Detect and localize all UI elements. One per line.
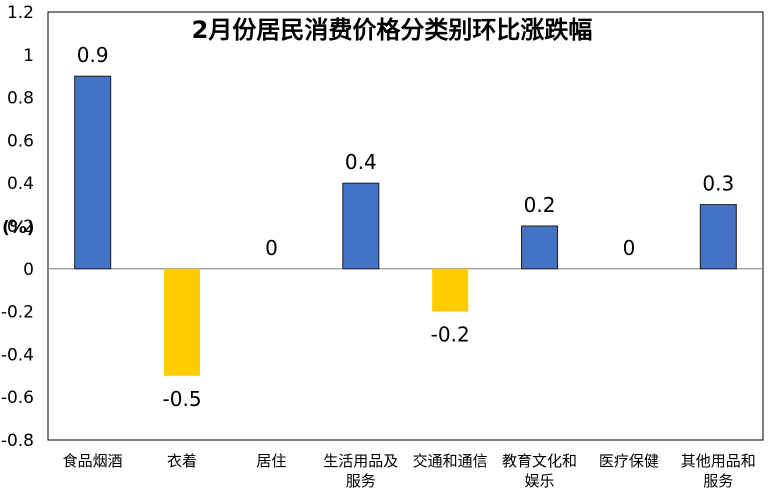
y-tick-label: -0.4 [1,345,34,365]
bar [699,204,737,270]
y-tick-label: 1 [23,46,34,66]
bar [74,75,112,270]
bar [521,225,559,270]
x-category-label: 食品烟酒 [63,452,123,470]
y-tick-label: -0.6 [1,388,34,408]
x-category-label: 医疗保健 [599,452,659,470]
y-tick-label: -0.2 [1,303,34,323]
y-tick-label: 1.2 [7,3,34,23]
bars [74,75,737,376]
data-label: 0.9 [77,43,109,67]
x-category-label: 居住 [256,452,286,470]
x-category-label: 交通和通信 [413,452,488,470]
chart-title: 2月份居民消费价格分类别环比涨跌幅 [192,16,593,44]
data-label: -0.5 [163,387,202,411]
y-tick-label: 0.8 [7,89,34,109]
data-labels: 0.9 -0.5 0 0.4 -0.2 0.2 0 0.3 [77,43,734,411]
x-category-label: 其他用品和 [681,452,756,470]
y-tick-label: 0 [23,260,34,280]
y-tick-labels: 1.2 1 0.8 0.6 0.4 0.2 0 -0.2 -0.4 -0.6 -0.8 [1,3,34,451]
data-label: 0 [265,236,278,260]
data-label: 0.3 [702,172,734,196]
plot-area [47,11,764,441]
y-tick-label: 0.4 [7,174,34,194]
y-tick-label: 0.2 [7,217,34,237]
data-label: 0 [623,236,636,260]
data-label: -0.2 [431,323,470,347]
y-tick-label: -0.8 [1,431,34,451]
x-category-label: 娱乐 [525,472,555,490]
data-label: 0.4 [345,150,377,174]
data-label: 0.2 [524,193,556,217]
x-category-label: 教育文化和 [502,452,577,470]
y-tick-label: 0.6 [7,131,34,151]
bar [342,182,380,270]
x-category-label: 服务 [346,472,376,490]
y-axis-label: (%) [2,218,35,238]
x-category-label: 衣着 [167,452,197,470]
x-category-label: 生活用品及 [323,452,398,470]
bar [432,268,469,312]
x-category-label: 服务 [703,472,733,490]
bar [164,268,201,376]
